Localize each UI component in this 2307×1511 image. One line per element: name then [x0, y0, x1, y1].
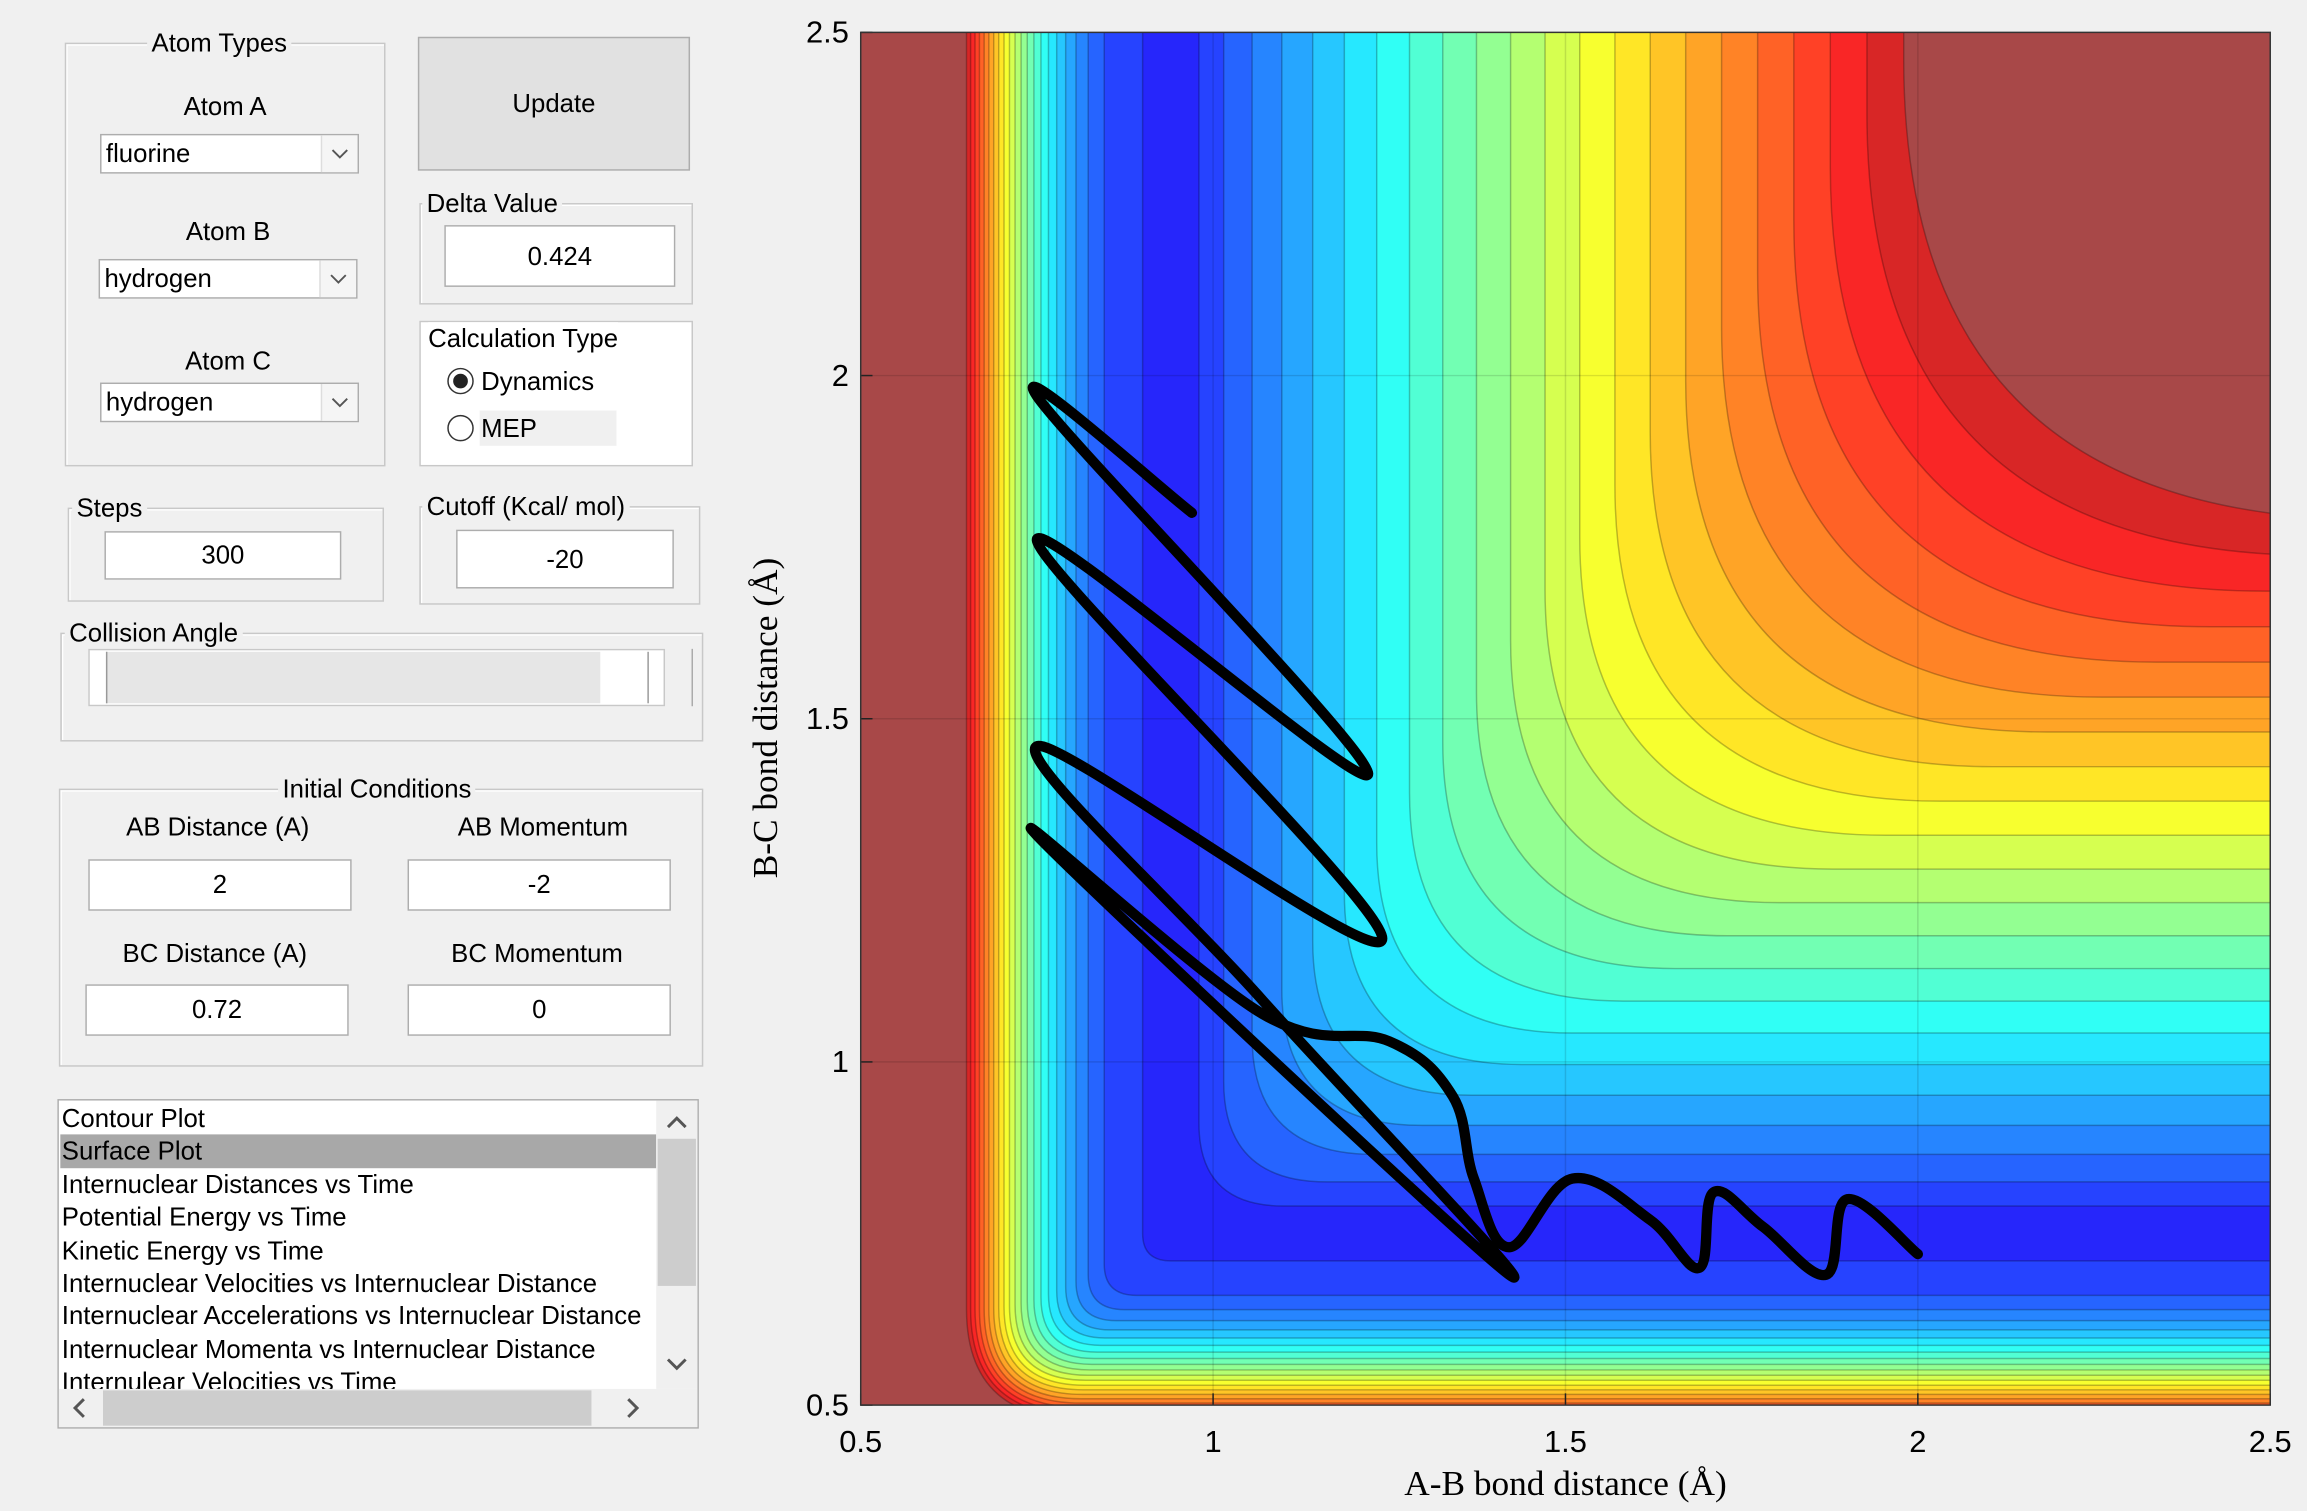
- scroll-thumb[interactable]: [657, 1138, 696, 1286]
- group-title: Collision Angle: [64, 617, 243, 648]
- cutoff-input[interactable]: -20: [456, 529, 674, 589]
- dropdown-arrow: [320, 135, 358, 173]
- x-tick-label: 0.5: [839, 1424, 882, 1459]
- y-tick-label: 1.5: [806, 701, 849, 736]
- divider: [691, 648, 693, 707]
- atom-label: Atom A: [183, 91, 267, 121]
- group-title: Initial Conditions: [278, 773, 476, 804]
- group-title: Atom Types: [147, 27, 292, 58]
- slider-arrow: [647, 651, 649, 704]
- plot-frame: [859, 31, 2271, 1406]
- slider-trough: [105, 651, 601, 704]
- radio-button[interactable]: [447, 367, 474, 395]
- atom-dropdown[interactable]: hydrogen: [100, 382, 359, 423]
- atom-label: Atom B: [185, 216, 271, 246]
- dropdown-arrow: [320, 384, 358, 421]
- steps-group: [67, 507, 385, 602]
- list-item[interactable]: Internuclear Distances vs Time: [61, 1169, 414, 1199]
- field-label: AB Momentum: [457, 812, 629, 842]
- dropdown-value: hydrogen: [105, 386, 214, 417]
- x-axis-label: A-B bond distance (Å): [1404, 1464, 1727, 1503]
- group-title: Delta Value: [422, 188, 563, 218]
- option-bg: [479, 410, 617, 446]
- dropdown-arrow: [319, 260, 357, 298]
- plot-listbox[interactable]: Internulear Velocities vs Time Internucle…: [57, 1099, 699, 1429]
- contour-band: [1103, 32, 2271, 1297]
- y-tick-label: 2.5: [806, 15, 849, 50]
- list-item[interactable]: Internuclear Momenta vs Internuclear Dis…: [61, 1334, 596, 1364]
- dropdown-value: hydrogen: [104, 263, 212, 293]
- field-input[interactable]: -2: [407, 859, 671, 911]
- list-item[interactable]: Internuclear Accelerations vs Internucle…: [61, 1301, 642, 1331]
- scroll-thumb[interactable]: [102, 1390, 592, 1426]
- list-item[interactable]: Internuclear Velocities vs Internuclear …: [61, 1268, 598, 1298]
- field-input[interactable]: 2: [88, 859, 352, 911]
- list-item[interactable]: Surface Plot: [60, 1134, 657, 1168]
- y-tick-label: 0.5: [806, 1387, 849, 1422]
- x-tick-label: 2: [1909, 1424, 1926, 1459]
- atom-label: Atom C: [185, 345, 271, 376]
- x-tick-label: 1.5: [1544, 1424, 1587, 1459]
- group-title: Steps: [72, 492, 147, 523]
- y-tick-label: 2: [832, 358, 849, 393]
- field-label: AB Distance (A): [126, 812, 310, 842]
- steps-input[interactable]: 300: [104, 531, 342, 580]
- trajectory: [1025, 381, 1924, 1283]
- scroll-arrows: [72, 1398, 640, 1418]
- y-axis-label: B-C bond distance (Å): [746, 558, 785, 879]
- list-item[interactable]: Potential Energy vs Time: [61, 1202, 347, 1232]
- radio-label: Dynamics: [481, 366, 595, 396]
- atom-dropdown[interactable]: fluorine: [100, 133, 359, 174]
- slider-arrow: [105, 651, 108, 704]
- dropdown-value: fluorine: [105, 138, 191, 168]
- h-scrollbar: [58, 1388, 698, 1428]
- v-scrollbar: [656, 1100, 698, 1389]
- scroll-arrows: [666, 1116, 687, 1371]
- field-label: BC Distance (A): [122, 938, 308, 969]
- list-item[interactable]: Kinetic Energy vs Time: [61, 1235, 324, 1265]
- contour-band: [1141, 32, 2271, 1262]
- group-title: Calculation Type: [428, 322, 619, 355]
- radio-button[interactable]: [447, 414, 474, 442]
- slider[interactable]: [88, 648, 666, 707]
- x-tick-label: 2.5: [2249, 1424, 2292, 1459]
- delta-input[interactable]: 0.424: [444, 225, 676, 287]
- field-input[interactable]: 0: [407, 984, 671, 1036]
- y-tick-label: 1: [832, 1044, 849, 1079]
- update-button[interactable]: Update: [417, 36, 691, 171]
- x-tick-label: 1: [1205, 1424, 1222, 1459]
- collision-angle-group: [60, 632, 704, 742]
- group-title: Cutoff (Kcal/ mol): [422, 491, 630, 521]
- field-label: BC Momentum: [451, 938, 623, 969]
- radio-label: MEP: [481, 413, 537, 443]
- trajectory-layer: [1025, 381, 1924, 1283]
- atom-dropdown[interactable]: hydrogen: [98, 258, 358, 299]
- contour-band: [1055, 32, 2271, 1339]
- field-input[interactable]: 0.72: [85, 984, 349, 1036]
- list-item[interactable]: Contour Plot: [61, 1103, 205, 1133]
